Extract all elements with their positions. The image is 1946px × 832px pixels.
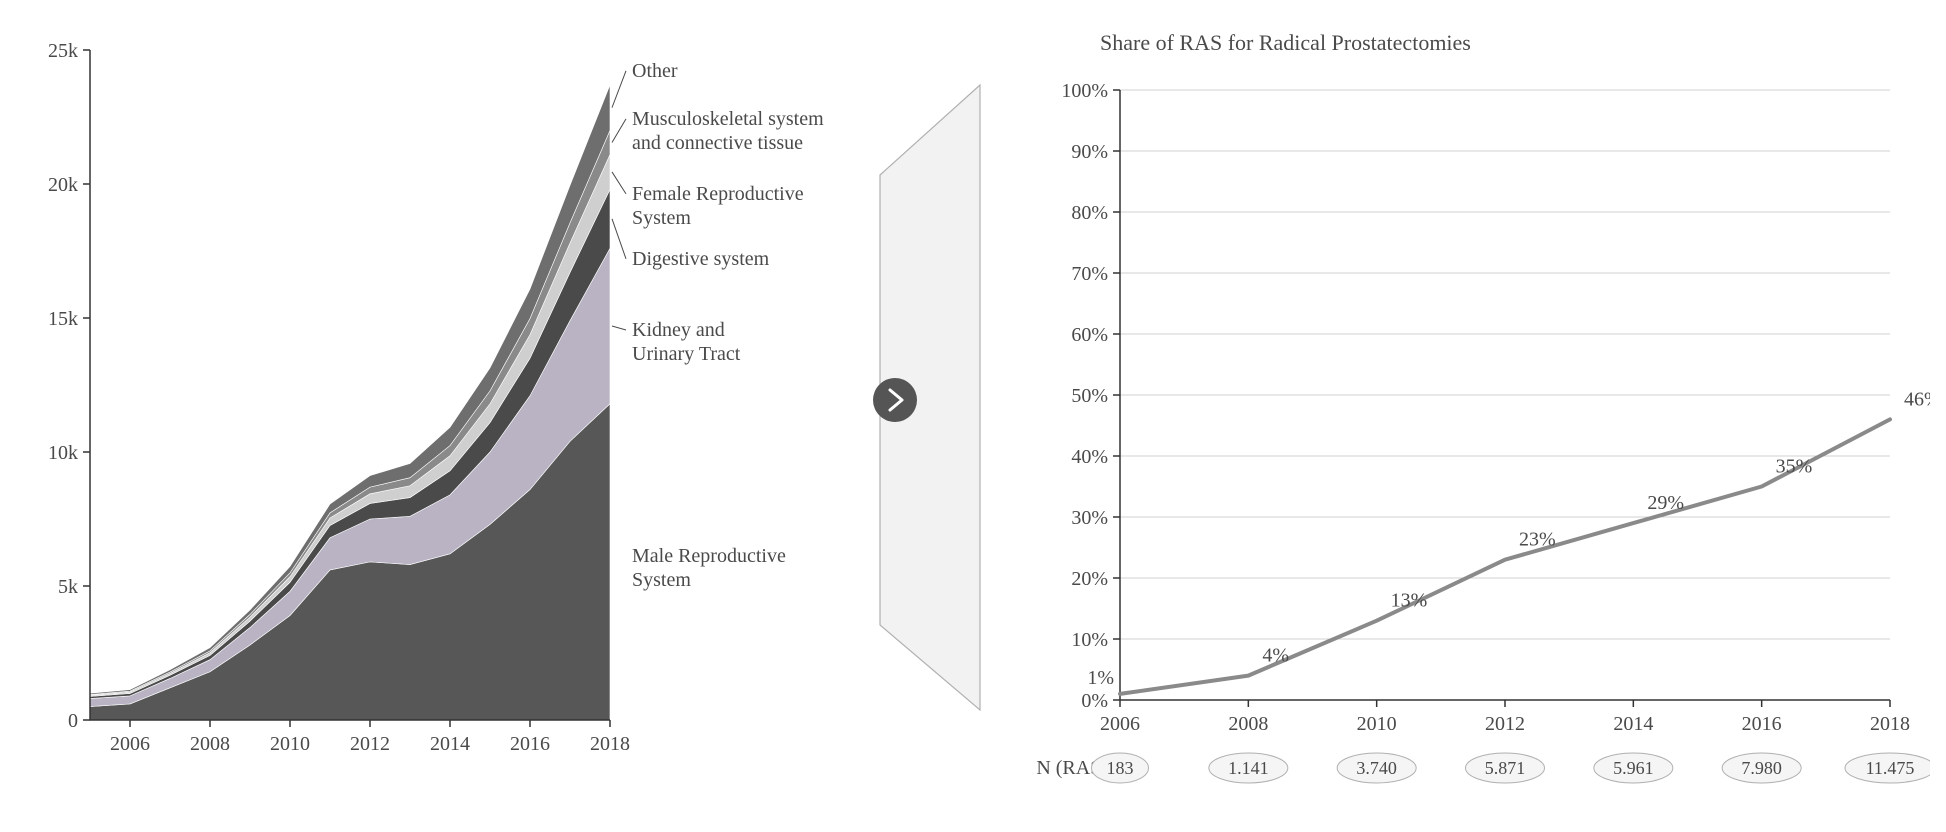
data-point-label: 13% — [1391, 590, 1428, 612]
n-ras-value: 183 — [1107, 758, 1134, 778]
y-tick-label: 20k — [48, 174, 78, 196]
y-tick-label: 15k — [48, 308, 78, 330]
leader-line — [612, 326, 626, 330]
series-label: System — [632, 207, 691, 229]
x-tick-label: 2016 — [510, 733, 550, 755]
y-tick-label: 25k — [48, 40, 78, 62]
n-ras-value: 5.871 — [1485, 758, 1526, 778]
x-tick-label: 2018 — [1870, 713, 1910, 735]
chart-title: Share of RAS for Radical Prostatectomies — [1100, 30, 1471, 55]
x-tick-label: 2014 — [430, 733, 470, 755]
y-tick-label: 50% — [1071, 385, 1108, 407]
data-point-label: 46% — [1904, 388, 1930, 410]
x-tick-label: 2014 — [1613, 713, 1653, 735]
x-tick-label: 2012 — [350, 733, 390, 755]
data-point-label: 4% — [1262, 645, 1289, 667]
n-ras-value: 5.961 — [1613, 758, 1654, 778]
y-tick-label: 70% — [1071, 263, 1108, 285]
y-tick-label: 0% — [1081, 690, 1108, 712]
y-tick-label: 30% — [1071, 507, 1108, 529]
left-stacked-area-chart: 0 5k 10k 15k 20k 25k 2006 2008 2010 2012 2014 2016 2… — [20, 20, 870, 812]
x-tick-label: 2010 — [270, 733, 310, 755]
series-label: Digestive system — [632, 248, 770, 270]
series-label: and connective tissue — [632, 132, 803, 154]
n-ras-value: 3.740 — [1356, 758, 1397, 778]
leader-line — [612, 119, 626, 143]
data-point-label: 29% — [1647, 492, 1684, 514]
n-ras-value: 1.141 — [1228, 758, 1269, 778]
data-point-label: 1% — [1087, 667, 1114, 689]
x-tick-label: 2006 — [1100, 713, 1140, 735]
data-point-label: 23% — [1519, 529, 1556, 551]
series-label: Urinary Tract — [632, 343, 741, 365]
x-tick-label: 2008 — [190, 733, 230, 755]
x-tick-label: 2008 — [1228, 713, 1268, 735]
right-line-chart: Share of RAS for Radical Prostatectomies… — [1030, 20, 1880, 812]
n-ras-value: 11.475 — [1866, 758, 1915, 778]
series-label: Male Reproductive — [632, 545, 786, 567]
leader-line — [612, 71, 626, 108]
y-tick-label: 0 — [68, 710, 78, 732]
leader-line — [612, 219, 626, 259]
y-tick-label: 10% — [1071, 629, 1108, 651]
y-tick-label: 100% — [1061, 80, 1108, 102]
x-tick-label: 2018 — [590, 733, 630, 755]
y-tick-label: 80% — [1071, 202, 1108, 224]
x-tick-label: 2016 — [1742, 713, 1782, 735]
y-tick-label: 5k — [58, 576, 78, 598]
x-tick-label: 2006 — [110, 733, 150, 755]
series-label: Female Reproductive — [632, 183, 804, 205]
y-tick-label: 60% — [1071, 324, 1108, 346]
connector — [870, 20, 990, 812]
series-label: System — [632, 569, 691, 591]
n-ras-value: 7.980 — [1741, 758, 1782, 778]
series-label: Kidney and — [632, 319, 725, 341]
series-label: Musculoskeletal system — [632, 108, 824, 130]
series-label: Other — [632, 60, 678, 82]
chevron-right-icon — [873, 378, 917, 422]
leader-line — [612, 172, 626, 194]
x-tick-label: 2010 — [1357, 713, 1397, 735]
y-tick-label: 10k — [48, 442, 78, 464]
figure-container: 0 5k 10k 15k 20k 25k 2006 2008 2010 2012 2014 2016 2… — [20, 20, 1926, 812]
y-tick-label: 40% — [1071, 446, 1108, 468]
x-tick-label: 2012 — [1485, 713, 1525, 735]
y-tick-label: 20% — [1071, 568, 1108, 590]
data-point-label: 35% — [1776, 456, 1813, 478]
line-series — [1120, 419, 1890, 694]
y-tick-label: 90% — [1071, 141, 1108, 163]
